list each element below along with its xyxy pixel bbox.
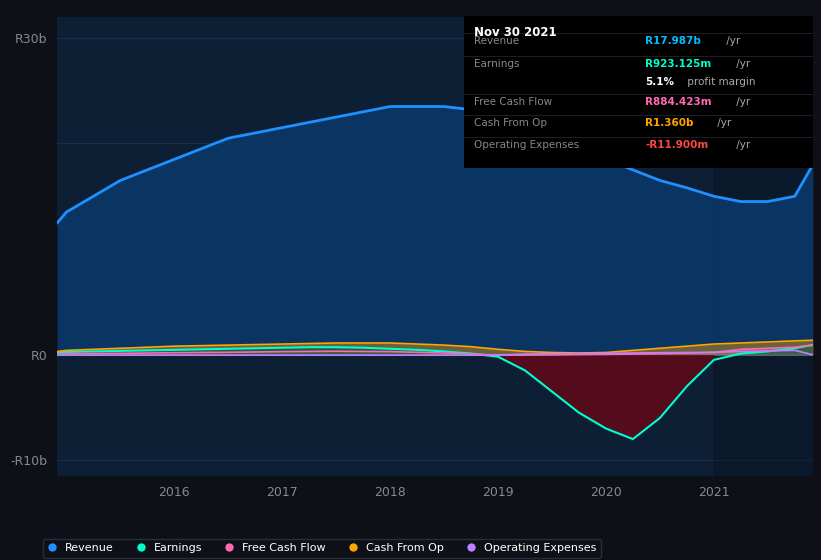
Text: /yr: /yr: [733, 97, 750, 107]
Bar: [713, 17, 813, 476]
Text: -R11.900m: -R11.900m: [645, 140, 709, 150]
Text: /yr: /yr: [713, 118, 731, 128]
Text: Earnings: Earnings: [475, 59, 520, 69]
Text: R884.423m: R884.423m: [645, 97, 712, 107]
Text: 5.1%: 5.1%: [645, 77, 674, 87]
Text: Nov 30 2021: Nov 30 2021: [475, 26, 557, 39]
Text: R17.987b: R17.987b: [645, 36, 701, 46]
Text: Revenue: Revenue: [475, 36, 520, 46]
Text: /yr: /yr: [733, 59, 750, 69]
Text: /yr: /yr: [733, 140, 750, 150]
Text: R923.125m: R923.125m: [645, 59, 712, 69]
Text: R1.360b: R1.360b: [645, 118, 694, 128]
Text: Free Cash Flow: Free Cash Flow: [475, 97, 553, 107]
Text: Cash From Op: Cash From Op: [475, 118, 548, 128]
Text: Operating Expenses: Operating Expenses: [475, 140, 580, 150]
Legend: Revenue, Earnings, Free Cash Flow, Cash From Op, Operating Expenses: Revenue, Earnings, Free Cash Flow, Cash …: [43, 539, 601, 558]
Text: profit margin: profit margin: [685, 77, 756, 87]
Text: /yr: /yr: [723, 36, 741, 46]
